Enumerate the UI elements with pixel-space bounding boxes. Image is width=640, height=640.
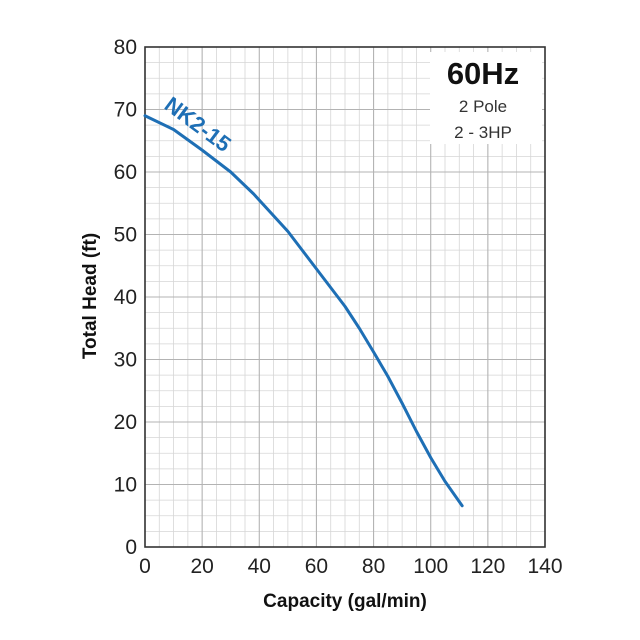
legend-title: 60Hz bbox=[447, 56, 519, 91]
y-tick-label: 60 bbox=[114, 161, 137, 184]
x-axis-title: Capacity (gal/min) bbox=[263, 591, 427, 612]
y-tick-label: 0 bbox=[125, 536, 137, 559]
y-tick-label: 70 bbox=[114, 99, 137, 122]
legend-line-1: 2 Pole bbox=[459, 97, 507, 116]
y-axis-title: Total Head (ft) bbox=[80, 233, 101, 359]
x-tick-label: 100 bbox=[413, 555, 448, 578]
plot-area-frame bbox=[144, 46, 546, 548]
x-tick-label: 20 bbox=[190, 555, 213, 578]
y-tick-label: 40 bbox=[114, 286, 137, 309]
x-tick-label: 40 bbox=[248, 555, 271, 578]
x-axis-tick-labels: 0 20 40 60 80 100 120 140 bbox=[139, 555, 562, 578]
legend-background bbox=[430, 52, 542, 144]
x-tick-label: 60 bbox=[305, 555, 328, 578]
x-tick-label: 120 bbox=[470, 555, 505, 578]
x-tick-label: 80 bbox=[362, 555, 385, 578]
y-axis-tick-labels: 0 10 20 30 40 50 60 70 80 bbox=[114, 36, 137, 559]
series-layer: NK2-15 bbox=[143, 92, 464, 508]
series-line bbox=[143, 114, 464, 508]
y-tick-label: 80 bbox=[114, 36, 137, 59]
y-tick-label: 30 bbox=[114, 349, 137, 372]
legend-line-2: 2 - 3HP bbox=[454, 123, 512, 142]
y-tick-label: 50 bbox=[114, 224, 137, 247]
y-tick-label: 20 bbox=[114, 411, 137, 434]
y-tick-label: 10 bbox=[114, 474, 137, 497]
x-tick-label: 140 bbox=[527, 555, 562, 578]
x-tick-label: 0 bbox=[139, 555, 151, 578]
legend-box: 60Hz 2 Pole 2 - 3HP bbox=[430, 52, 542, 144]
